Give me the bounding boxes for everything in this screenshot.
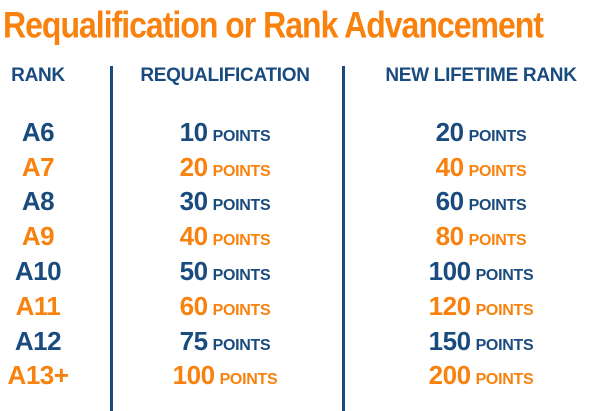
requalification-cell: 75 POINTS <box>112 324 338 359</box>
requalification-cell: 10 POINTS <box>112 115 338 150</box>
rank-label: A10 <box>14 256 62 287</box>
new-lifetime-rank-cell: 200 POINTS <box>361 359 600 394</box>
rank-label: A13+ <box>7 360 69 391</box>
requalification-cell: 20 POINTS <box>112 150 338 185</box>
points-value: 60 <box>179 290 208 321</box>
table-row-a10: A10 50 POINTS 100 POINTS <box>0 254 600 289</box>
points-unit: POINTS <box>475 336 534 354</box>
points-value: 20 <box>435 116 464 147</box>
table-row-a9: A9 40 POINTS 80 POINTS <box>0 219 600 254</box>
points-unit: POINTS <box>212 267 271 285</box>
points-value: 75 <box>179 325 208 356</box>
points-value: 40 <box>435 151 464 182</box>
column-divider-1 <box>110 66 113 411</box>
table-row-a6: A6 10 POINTS 20 POINTS <box>0 115 600 150</box>
new-lifetime-rank-cell: 120 POINTS <box>361 289 600 324</box>
column-header-new-lifetime-rank: NEW LIFETIME RANK <box>385 64 577 86</box>
table-row-a8: A8 30 POINTS 60 POINTS <box>0 185 600 220</box>
points-value: 60 <box>435 186 464 217</box>
rank-label: A9 <box>21 221 55 252</box>
points-unit: POINTS <box>468 197 527 215</box>
requalification-cell: 100 POINTS <box>112 359 338 394</box>
page-title: Requalification or Rank Advancement <box>3 4 544 46</box>
table-body: A6 10 POINTS 20 POINTS A7 20 POINTS 40 POINT… <box>0 115 600 393</box>
rank-label: A12 <box>14 325 62 356</box>
points-unit: POINTS <box>212 197 271 215</box>
points-unit: POINTS <box>212 301 271 319</box>
points-value: 80 <box>435 221 464 252</box>
column-header-requalification: REQUALIFICATION <box>140 64 310 86</box>
table-row-a7: A7 20 POINTS 40 POINTS <box>0 150 600 185</box>
points-unit: POINTS <box>468 232 527 250</box>
points-unit: POINTS <box>475 301 534 319</box>
table-row-a13plus: A13+ 100 POINTS 200 POINTS <box>0 359 600 394</box>
points-unit: POINTS <box>468 127 527 145</box>
points-value: 40 <box>179 221 208 252</box>
requalification-cell: 40 POINTS <box>112 219 338 254</box>
rank-label: A6 <box>21 116 55 147</box>
points-value: 50 <box>179 256 208 287</box>
table-row-a12: A12 75 POINTS 150 POINTS <box>0 324 600 359</box>
points-value: 200 <box>428 360 471 391</box>
new-lifetime-rank-cell: 20 POINTS <box>361 115 600 150</box>
column-divider-2 <box>342 66 345 411</box>
new-lifetime-rank-cell: 40 POINTS <box>361 150 600 185</box>
points-value: 100 <box>172 360 215 391</box>
new-lifetime-rank-cell: 80 POINTS <box>361 219 600 254</box>
requalification-cell: 50 POINTS <box>112 254 338 289</box>
new-lifetime-rank-cell: 60 POINTS <box>361 185 600 220</box>
points-unit: POINTS <box>475 371 534 389</box>
new-lifetime-rank-cell: 100 POINTS <box>361 254 600 289</box>
points-value: 30 <box>179 186 208 217</box>
table-header-row: RANK REQUALIFICATION NEW LIFETIME RANK <box>0 60 600 91</box>
points-value: 150 <box>428 325 471 356</box>
points-value: 10 <box>179 116 208 147</box>
rank-label: A11 <box>15 290 61 321</box>
table-row-a11: A11 60 POINTS 120 POINTS <box>0 289 600 324</box>
points-unit: POINTS <box>212 162 271 180</box>
requalification-cell: 60 POINTS <box>112 289 338 324</box>
column-header-rank: RANK <box>11 64 65 86</box>
points-unit: POINTS <box>212 127 271 145</box>
points-value: 100 <box>428 256 471 287</box>
points-unit: POINTS <box>475 267 534 285</box>
points-value: 20 <box>179 151 208 182</box>
rank-label: A8 <box>21 186 55 217</box>
new-lifetime-rank-cell: 150 POINTS <box>361 324 600 359</box>
points-unit: POINTS <box>468 162 527 180</box>
requalification-cell: 30 POINTS <box>112 185 338 220</box>
rank-label: A7 <box>21 151 55 182</box>
points-unit: POINTS <box>212 336 271 354</box>
points-unit: POINTS <box>219 371 278 389</box>
points-unit: POINTS <box>212 232 271 250</box>
points-value: 120 <box>428 290 471 321</box>
